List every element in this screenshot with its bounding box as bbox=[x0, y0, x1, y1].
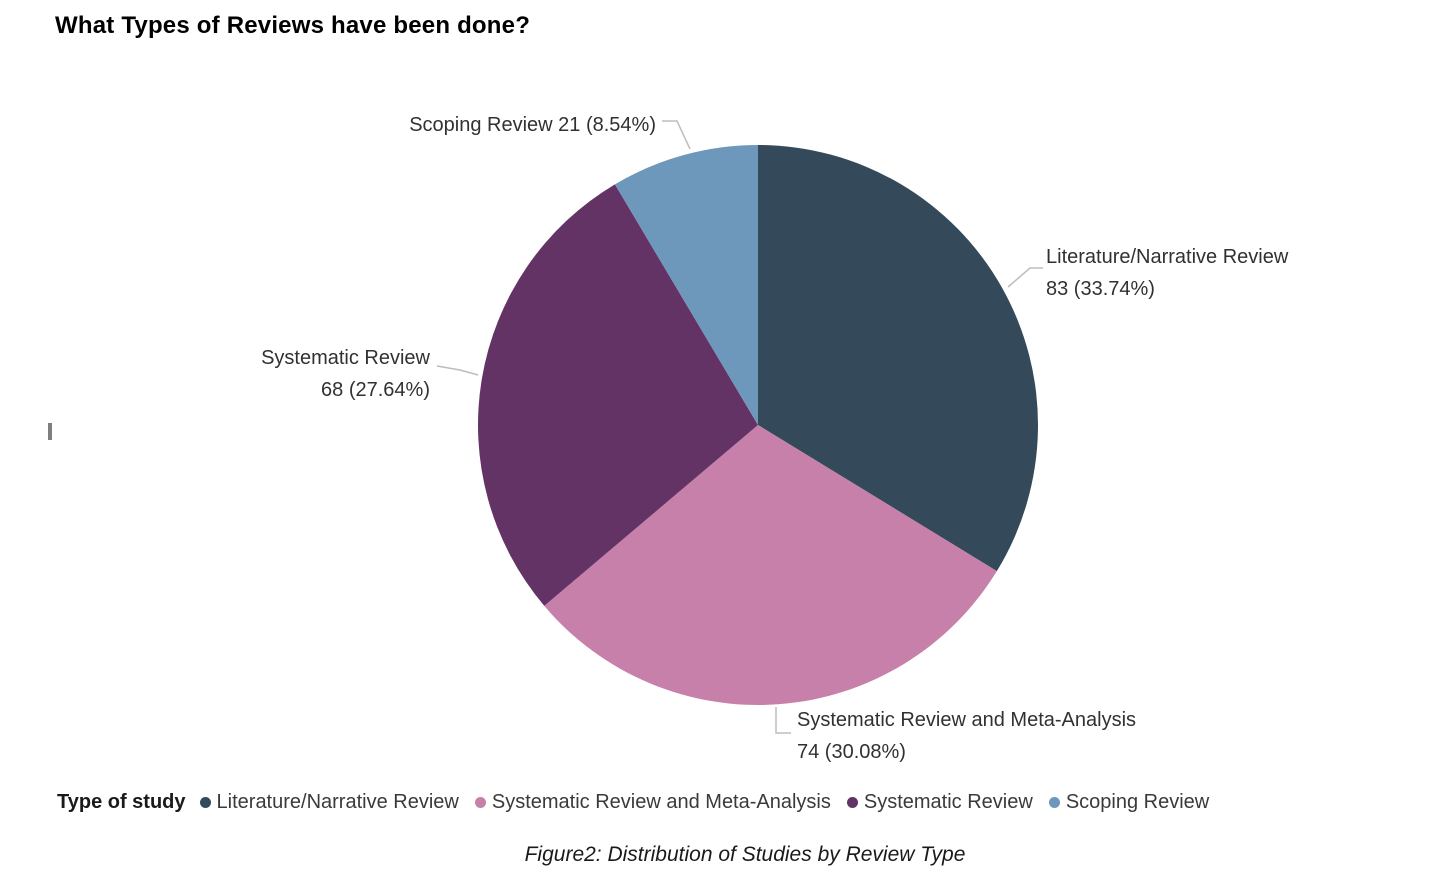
canvas-edge-tick bbox=[48, 423, 52, 440]
pie-slice-systematic-review[interactable] bbox=[478, 184, 758, 606]
legend-item-literature-narrative-review[interactable]: Literature/Narrative Review bbox=[199, 791, 459, 814]
legend-title: Type of study bbox=[57, 791, 186, 813]
callout-systematic-label: Systematic Review bbox=[261, 347, 430, 369]
callout-systematic-value: 68 (27.64%) bbox=[321, 379, 430, 401]
legend-dot-scoping-review bbox=[1048, 797, 1060, 808]
callout-literature-value: 83 (33.74%) bbox=[1046, 278, 1155, 300]
chart-legend: Type of study Literature/Narrative Revie… bbox=[57, 791, 1225, 814]
callout-meta-label: Systematic Review and Meta-Analysis bbox=[797, 709, 1137, 731]
leader-line-scoping-review bbox=[662, 120, 691, 150]
legend-label-scoping-review: Scoping Review bbox=[1065, 791, 1210, 813]
callout-scoping-review: Scoping Review 21 (8.54%) bbox=[380, 109, 656, 141]
callout-literature-narrative-review: Literature/Narrative Review 83 (33.74%) bbox=[1046, 241, 1366, 305]
leader-line-systematic-review bbox=[436, 365, 479, 376]
callout-meta-value: 74 (30.08%) bbox=[797, 741, 906, 763]
legend-dot-literature-narrative-review bbox=[199, 797, 211, 808]
pie-slice-scoping-review[interactable] bbox=[614, 145, 758, 425]
legend-item-scoping-review[interactable]: Scoping Review bbox=[1048, 791, 1210, 814]
callout-systematic-review: Systematic Review 68 (27.64%) bbox=[170, 342, 430, 406]
legend-item-systematic-review-and-meta-analysis[interactable]: Systematic Review and Meta-Analysis bbox=[474, 791, 831, 814]
legend-dot-systematic-review-and-meta-analysis bbox=[474, 797, 486, 808]
pie-slice-literature-narrative-review[interactable] bbox=[758, 145, 1038, 572]
leader-line-meta-analysis bbox=[775, 707, 791, 734]
legend-dot-systematic-review bbox=[846, 797, 858, 808]
figure-caption: Figure2: Distribution of Studies by Revi… bbox=[524, 843, 966, 866]
pie-slice-systematic-review-and-meta-analysis[interactable] bbox=[544, 425, 997, 705]
legend-items: Literature/Narrative Review Systematic Re… bbox=[199, 791, 1226, 814]
callout-scoping-review-label: Scoping Review 21 (8.54%) bbox=[409, 114, 656, 136]
legend-item-systematic-review[interactable]: Systematic Review bbox=[846, 791, 1033, 814]
leader-line-literature-review bbox=[1007, 267, 1043, 288]
callout-systematic-review-meta-analysis: Systematic Review and Meta-Analysis 74 (… bbox=[797, 704, 1217, 768]
legend-label-systematic-review-and-meta-analysis: Systematic Review and Meta-Analysis bbox=[491, 791, 831, 813]
legend-label-systematic-review: Systematic Review bbox=[863, 791, 1033, 813]
callout-literature-label: Literature/Narrative Review bbox=[1046, 246, 1289, 268]
legend-label-literature-narrative-review: Literature/Narrative Review bbox=[216, 791, 459, 813]
page-title: What Types of Reviews have been done? bbox=[55, 12, 531, 39]
